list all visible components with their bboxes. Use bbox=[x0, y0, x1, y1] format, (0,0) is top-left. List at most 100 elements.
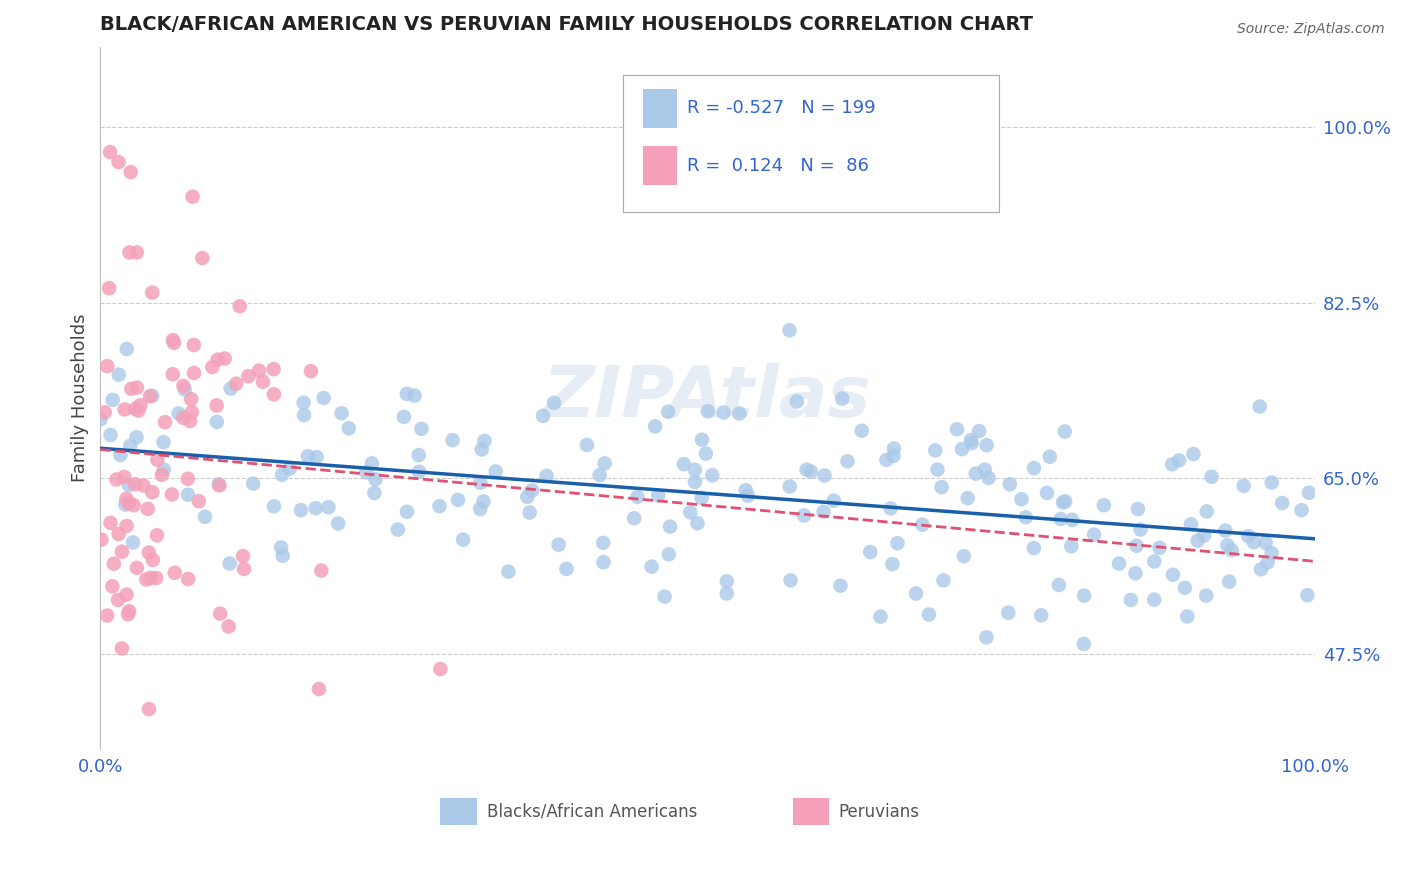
Point bbox=[392, 409, 415, 424]
Point bbox=[117, 607, 139, 622]
Point bbox=[924, 443, 946, 458]
Point bbox=[1039, 450, 1062, 464]
Point bbox=[536, 468, 558, 483]
Point bbox=[779, 479, 801, 493]
Point bbox=[786, 394, 808, 409]
Point bbox=[702, 468, 724, 483]
Point bbox=[163, 335, 186, 350]
Point bbox=[233, 562, 256, 576]
Point bbox=[883, 442, 905, 456]
Point bbox=[112, 470, 135, 484]
Point bbox=[194, 509, 217, 524]
Point bbox=[1187, 533, 1209, 548]
Point bbox=[960, 433, 983, 447]
Point bbox=[1257, 555, 1279, 569]
Point bbox=[361, 456, 384, 470]
Point bbox=[107, 527, 129, 541]
Point bbox=[1215, 524, 1237, 538]
Point bbox=[1175, 609, 1198, 624]
Point bbox=[683, 475, 706, 489]
Point bbox=[695, 447, 717, 461]
Point bbox=[1083, 527, 1105, 541]
Point bbox=[519, 506, 541, 520]
Point bbox=[125, 381, 148, 395]
Point bbox=[1052, 495, 1074, 509]
Point bbox=[232, 549, 254, 563]
Point bbox=[135, 573, 157, 587]
Point bbox=[292, 408, 315, 422]
Point bbox=[931, 480, 953, 494]
Point bbox=[225, 376, 247, 391]
Point bbox=[124, 477, 146, 491]
Point bbox=[555, 562, 578, 576]
Text: R = -0.527   N = 199: R = -0.527 N = 199 bbox=[688, 99, 876, 118]
Point bbox=[498, 565, 520, 579]
Point bbox=[883, 449, 905, 463]
Point bbox=[122, 498, 145, 512]
Point bbox=[1237, 529, 1260, 543]
Point bbox=[813, 468, 835, 483]
Point bbox=[973, 462, 995, 476]
Point bbox=[120, 382, 142, 396]
Point bbox=[139, 571, 162, 585]
Point bbox=[716, 574, 738, 589]
Point bbox=[139, 389, 162, 403]
Point bbox=[547, 538, 569, 552]
Point bbox=[173, 383, 195, 397]
Point bbox=[305, 450, 328, 464]
Point bbox=[796, 463, 818, 477]
Point bbox=[181, 189, 204, 203]
Point bbox=[201, 359, 224, 374]
Point bbox=[207, 352, 229, 367]
Point bbox=[180, 405, 202, 419]
Point bbox=[124, 401, 146, 416]
Point bbox=[1036, 486, 1059, 500]
Point bbox=[679, 505, 702, 519]
Point bbox=[115, 491, 138, 506]
Point bbox=[859, 545, 882, 559]
Point bbox=[686, 516, 709, 531]
Point bbox=[167, 407, 190, 421]
Point bbox=[219, 382, 242, 396]
Point bbox=[114, 402, 136, 417]
Point bbox=[162, 368, 184, 382]
Point bbox=[998, 477, 1021, 491]
Point bbox=[472, 494, 495, 508]
Point bbox=[270, 541, 292, 555]
Text: R =  0.124   N =  86: R = 0.124 N = 86 bbox=[688, 157, 869, 175]
Point bbox=[152, 435, 174, 450]
Point bbox=[183, 366, 205, 380]
Point bbox=[823, 493, 845, 508]
Point bbox=[1053, 425, 1076, 439]
Point bbox=[387, 523, 409, 537]
Point bbox=[967, 424, 990, 438]
Point bbox=[141, 485, 163, 500]
Point bbox=[263, 362, 285, 376]
Point bbox=[114, 498, 136, 512]
Point bbox=[869, 609, 891, 624]
Point bbox=[395, 505, 418, 519]
Point bbox=[1062, 513, 1084, 527]
Point bbox=[177, 572, 200, 586]
Point bbox=[953, 549, 976, 563]
FancyBboxPatch shape bbox=[623, 75, 998, 211]
Point bbox=[150, 467, 173, 482]
Point bbox=[946, 422, 969, 436]
Point bbox=[1108, 557, 1130, 571]
Point bbox=[138, 545, 160, 559]
Point bbox=[470, 475, 492, 490]
Point bbox=[218, 619, 240, 633]
Point bbox=[120, 439, 142, 453]
Point bbox=[851, 424, 873, 438]
Point bbox=[129, 398, 152, 412]
Point bbox=[1174, 581, 1197, 595]
Point bbox=[218, 557, 240, 571]
Point bbox=[118, 245, 141, 260]
Point bbox=[960, 436, 983, 450]
Text: Source: ZipAtlas.com: Source: ZipAtlas.com bbox=[1237, 22, 1385, 37]
Point bbox=[209, 607, 232, 621]
Point bbox=[831, 392, 853, 406]
Point bbox=[1125, 566, 1147, 581]
Point bbox=[1073, 589, 1095, 603]
Point bbox=[1011, 492, 1033, 507]
